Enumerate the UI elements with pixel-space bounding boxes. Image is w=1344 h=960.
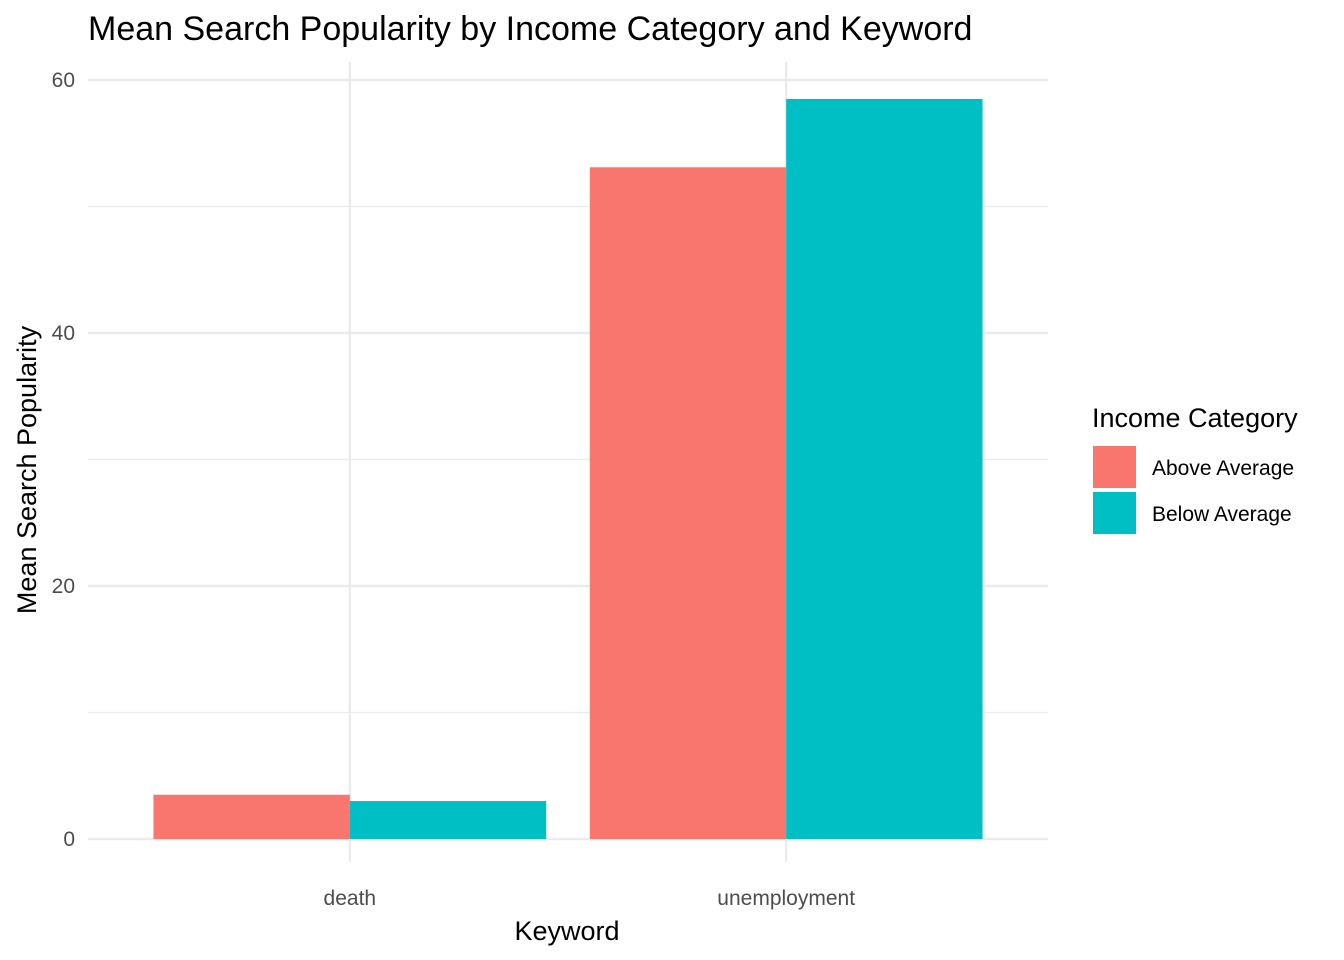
legend-label: Above Average — [1152, 457, 1294, 480]
x-tick-label: unemployment — [717, 887, 855, 910]
bar-above-average-death — [153, 794, 350, 839]
y-axis-title: Mean Search Popularity — [12, 325, 42, 614]
legend-swatch — [1093, 492, 1136, 534]
y-axis-ticks: 0 20 40 60 — [52, 69, 75, 851]
y-tick-label: 40 — [52, 322, 75, 345]
y-tick-label: 20 — [52, 575, 75, 598]
chart-title: Mean Search Popularity by Income Categor… — [88, 10, 972, 48]
legend-title: Income Category — [1092, 403, 1298, 433]
y-tick-label: 0 — [63, 828, 75, 851]
x-axis-title: Keyword — [514, 916, 619, 946]
bar-above-average-unemployment — [589, 167, 787, 839]
legend-label: Below Average — [1152, 503, 1292, 526]
bar-below-average-death — [349, 801, 547, 839]
bars — [153, 98, 983, 840]
legend: Income Category Above Average Below Avera… — [1092, 403, 1298, 534]
x-tick-label: death — [324, 887, 377, 910]
y-tick-label: 60 — [52, 69, 75, 92]
bar-below-average-unemployment — [786, 98, 983, 840]
legend-swatch — [1093, 446, 1136, 488]
x-axis-ticks: death unemployment — [324, 887, 856, 910]
